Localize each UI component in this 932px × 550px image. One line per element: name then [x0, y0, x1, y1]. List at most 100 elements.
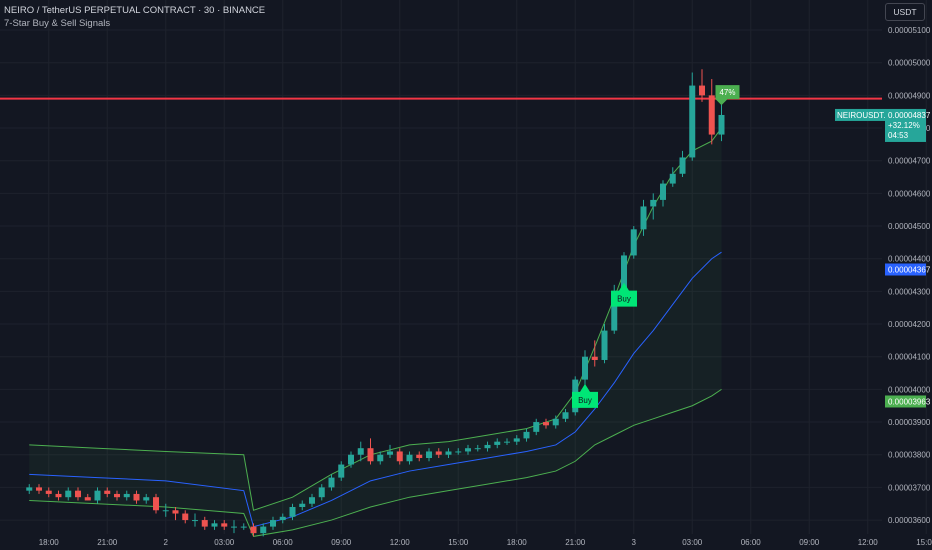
candle-body: [162, 510, 169, 512]
candle-body: [396, 451, 403, 462]
candle: [426, 448, 432, 462]
candle-body: [84, 497, 91, 501]
candle: [270, 516, 276, 530]
band-price-value: 0.00003963: [888, 397, 931, 406]
candle: [669, 167, 676, 187]
candle: [201, 516, 208, 530]
price-tick-label: 0.00005000: [888, 59, 931, 68]
time-tick-label: 18:00: [39, 538, 60, 547]
price-axis[interactable]: 0.000051000.000050000.000049000.00004800…: [888, 26, 931, 525]
candle-body: [621, 255, 627, 292]
band-price-value: 0.00004367: [888, 265, 931, 274]
price-badge-bg: [885, 108, 926, 142]
candle: [240, 523, 247, 530]
candle: [299, 500, 306, 511]
candle: [689, 72, 696, 161]
candle: [143, 493, 150, 504]
candle: [465, 444, 471, 455]
candle-body: [582, 356, 588, 380]
candle: [309, 493, 315, 507]
candle: [445, 448, 452, 458]
time-axis[interactable]: 18:00 21:00 2 03:00 06:00 09:00 12:00 15:00 18:0…: [39, 538, 932, 547]
candle: [533, 418, 540, 436]
candle: [348, 451, 354, 468]
price-tick-label: 0.00003900: [888, 418, 931, 427]
band-price-badge: 0.00004367: [885, 263, 931, 276]
candle: [279, 513, 286, 524]
candle: [708, 79, 715, 145]
candle: [84, 493, 91, 501]
candle-body: [494, 441, 501, 445]
candle-body: [231, 526, 237, 528]
time-tick-label: 09:00: [331, 538, 352, 547]
symbol-title[interactable]: NEIRO / TetherUS PERPETUAL CONTRACT · 30…: [4, 5, 266, 16]
candle-body: [260, 526, 267, 534]
candle-body: [630, 229, 637, 256]
candle: [123, 490, 130, 501]
band-price-bg: [885, 263, 926, 276]
buy-signal-shape: [572, 383, 598, 408]
candle: [660, 180, 666, 207]
candle-body: [318, 487, 325, 498]
candle: [55, 490, 62, 501]
candle-body: [123, 493, 130, 498]
candle: [318, 484, 325, 501]
candle-body: [533, 422, 540, 432]
candle-body: [221, 523, 228, 527]
candle: [289, 503, 296, 521]
indicator-name[interactable]: 7-Star Buy & Sell Signals: [4, 18, 111, 29]
candle-body: [250, 526, 257, 534]
candle-body: [36, 487, 42, 491]
candle-body: [699, 85, 705, 96]
candle-body: [289, 506, 296, 517]
price-tick-label: 0.00004500: [888, 222, 931, 231]
price-tick-label: 0.00005100: [888, 26, 931, 35]
candle-body: [387, 451, 393, 455]
candle: [133, 490, 140, 504]
candle-body: [484, 444, 491, 449]
candle-body: [689, 85, 696, 158]
candle-body: [348, 454, 354, 465]
candle: [36, 484, 42, 494]
time-tick-label: 2: [164, 538, 169, 547]
candle-body: [416, 454, 423, 458]
candle: [45, 487, 52, 498]
candle-body: [660, 183, 666, 200]
time-tick-label: 15:00: [448, 538, 469, 547]
candle-body: [133, 493, 140, 501]
candle: [591, 340, 598, 367]
candle: [552, 415, 559, 429]
target-signal-shape: [715, 85, 740, 106]
candle: [328, 474, 335, 491]
candle-body: [104, 490, 111, 494]
candle: [543, 418, 549, 429]
buy-signal-label: Buy: [578, 396, 592, 405]
time-tick-label: 18:00: [507, 538, 528, 547]
candle: [513, 435, 520, 445]
time-tick-label: 3: [632, 538, 637, 547]
candle: [455, 448, 462, 455]
candle-body: [94, 490, 101, 501]
candle-body: [426, 451, 432, 458]
candle-body: [153, 497, 159, 511]
candle-body: [543, 422, 549, 426]
candle: [562, 408, 569, 423]
candle: [221, 520, 228, 530]
candle: [172, 506, 179, 521]
candle: [406, 451, 413, 465]
candle: [630, 226, 637, 259]
candle-body: [679, 157, 686, 174]
price-tick-label: 0.00004700: [888, 157, 931, 166]
buy-signal: Buy: [572, 383, 598, 408]
buy-signal-shape: [611, 282, 637, 307]
candle-body: [338, 464, 345, 478]
candle: [435, 448, 442, 458]
currency-button[interactable]: USDT: [885, 3, 925, 21]
candle-body: [435, 451, 442, 455]
candle-body: [377, 454, 384, 462]
last-price: 0.00004837: [888, 111, 931, 120]
candle: [484, 441, 491, 452]
candle: [26, 484, 33, 494]
price-tick-label: 0.00004100: [888, 353, 931, 362]
